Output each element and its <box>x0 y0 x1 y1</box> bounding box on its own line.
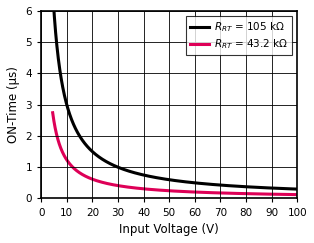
$R_{RT}$ = 43.2 kΩ <box>51 111 55 114</box>
$R_{RT}$ = 43.2 kΩ <box>150 188 154 191</box>
$R_{RT}$ = 105 kΩ <box>295 188 299 191</box>
X-axis label: Input Voltage (V): Input Voltage (V) <box>119 223 219 236</box>
Line: $R_{RT}$ = 43.2 kΩ: $R_{RT}$ = 43.2 kΩ <box>53 113 297 195</box>
Line: $R_{RT}$ = 105 kΩ: $R_{RT}$ = 105 kΩ <box>53 0 297 189</box>
$R_{RT}$ = 43.2 kΩ <box>295 193 299 196</box>
$R_{RT}$ = 43.2 kΩ <box>241 192 245 195</box>
$R_{RT}$ = 43.2 kΩ <box>219 191 223 194</box>
$R_{RT}$ = 43.2 kΩ <box>246 192 250 195</box>
Y-axis label: ON-Time (μs): ON-Time (μs) <box>7 66 20 143</box>
$R_{RT}$ = 105 kΩ <box>76 131 79 134</box>
$R_{RT}$ = 105 kΩ <box>150 175 154 178</box>
$R_{RT}$ = 105 kΩ <box>219 184 223 187</box>
$R_{RT}$ = 105 kΩ <box>159 177 162 180</box>
$R_{RT}$ = 43.2 kΩ <box>76 170 79 173</box>
Legend: $R_{RT}$ = 105 kΩ, $R_{RT}$ = 43.2 kΩ: $R_{RT}$ = 105 kΩ, $R_{RT}$ = 43.2 kΩ <box>186 16 292 55</box>
$R_{RT}$ = 105 kΩ <box>246 185 250 188</box>
$R_{RT}$ = 43.2 kΩ <box>159 189 162 192</box>
$R_{RT}$ = 105 kΩ <box>241 185 245 188</box>
